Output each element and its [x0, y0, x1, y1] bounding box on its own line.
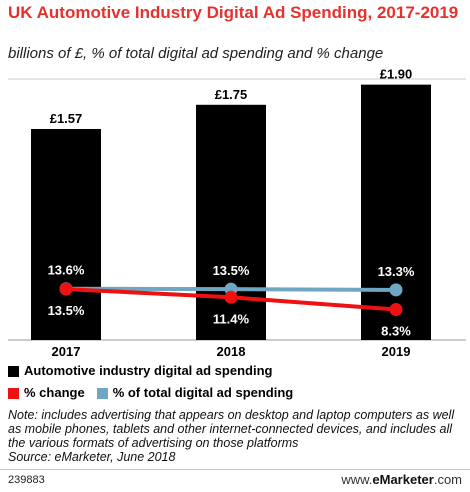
chart-subtitle: billions of £, % of total digital ad spe…	[8, 45, 384, 62]
bar-label-2019: £1.90	[380, 67, 413, 82]
legend-label-change: % change	[24, 385, 85, 400]
brand-name: eMarketer	[372, 472, 434, 487]
point-change-2017	[59, 282, 73, 296]
legend-swatch-change	[8, 387, 19, 399]
label-share-2017: 13.6%	[48, 263, 85, 278]
legend-row-2: % change % of total digital ad spending	[8, 385, 305, 401]
legend-item-share: % of total digital ad spending	[96, 385, 294, 401]
label-change-2018: 11.4%	[213, 311, 250, 326]
bar-2018	[196, 104, 266, 340]
label-change-2017: 13.5%	[48, 303, 85, 318]
chart-id: 239883	[8, 474, 45, 486]
brand-link[interactable]: www.eMarketer.com	[341, 472, 462, 487]
bar-label-2017: £1.57	[50, 111, 83, 126]
bar-label-2018: £1.75	[215, 87, 248, 102]
x-tick-2017: 2017	[52, 344, 81, 359]
footer-divider	[0, 469, 470, 470]
brand-suffix: .com	[433, 472, 462, 487]
point-change-2019	[389, 303, 403, 316]
point-change-2018	[224, 290, 238, 304]
x-tick-2018: 2018	[217, 344, 246, 359]
legend-label-bar: Automotive industry digital ad spending	[24, 363, 273, 378]
note-text: Note: includes advertising that appears …	[8, 408, 455, 450]
chart-title: UK Automotive Industry Digital Ad Spendi…	[8, 3, 459, 22]
label-share-2018: 13.5%	[213, 263, 250, 278]
brand-prefix: www.	[341, 472, 373, 487]
legend-swatch-share	[96, 387, 108, 399]
legend-row-1: Automotive industry digital ad spending	[8, 363, 284, 379]
note-block: Note: includes advertising that appears …	[8, 408, 466, 464]
chart-area: £1.57 £1.75 £1.90 2017 2018 2019 13.6% 13.5% 13.…	[8, 67, 466, 359]
legend-item-bar: Automotive industry digital ad spending	[8, 363, 272, 379]
source-text: Source: eMarketer, June 2018	[8, 450, 176, 464]
bar-2017	[31, 128, 101, 340]
label-change-2019: 8.3%	[381, 324, 411, 339]
point-share-2019	[389, 283, 403, 297]
bar-2019	[361, 84, 431, 340]
legend-label-share: % of total digital ad spending	[112, 385, 294, 400]
legend-item-change: % change	[8, 385, 85, 401]
legend-swatch-bar	[8, 365, 19, 377]
label-share-2019: 13.3%	[378, 264, 415, 279]
x-tick-2019: 2019	[382, 344, 411, 359]
